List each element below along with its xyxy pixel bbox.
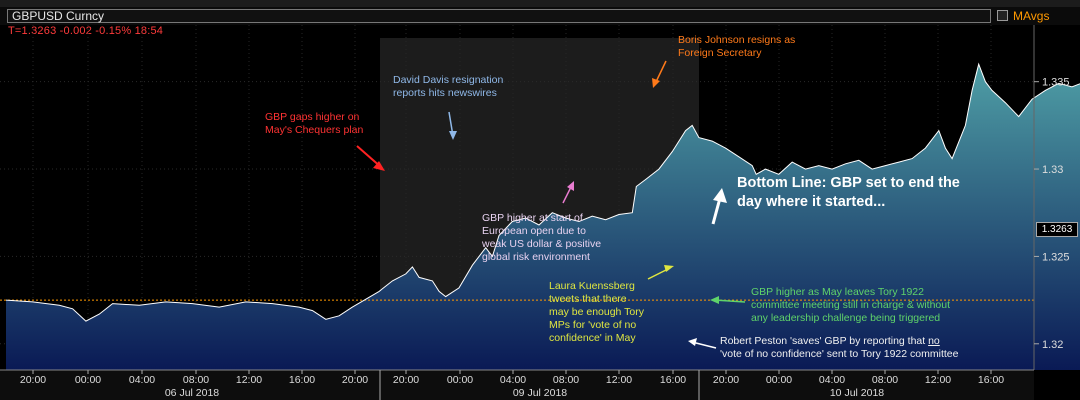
x-tick-label-2: 04:00 <box>129 374 155 386</box>
date-label-2: 10 Jul 2018 <box>830 387 884 399</box>
y-tick-label-0: 1.335 <box>1042 77 1070 89</box>
x-tick-label-11: 12:00 <box>606 374 632 386</box>
annotation-kuenssberg: Laura Kuenssberg tweets that there may b… <box>549 280 644 344</box>
x-tick-label-7: 20:00 <box>393 374 419 386</box>
last-quote: T=1.3263 -0.002 -0.15% 18:54 <box>8 25 164 37</box>
x-tick-label-4: 12:00 <box>236 374 262 386</box>
annotation-europe: GBP higher at start of European open due… <box>482 212 602 263</box>
bottom-line-arrow <box>711 197 722 225</box>
y-tick-label-3: 1.32 <box>1042 339 1063 351</box>
x-tick-label-9: 04:00 <box>500 374 526 386</box>
x-tick-label-12: 16:00 <box>660 374 686 386</box>
tory1922-arrowhead <box>710 296 719 304</box>
x-tick-label-3: 08:00 <box>183 374 209 386</box>
x-axis-band <box>0 370 1034 400</box>
chequers-arrowhead <box>373 161 385 171</box>
kuenssberg-arrowhead <box>664 265 674 272</box>
peston-arrow <box>691 341 717 349</box>
annotation-tory1922: GBP higher as May leaves Tory 1922 commi… <box>751 286 951 324</box>
x-axis: 20:00 00:00 04:00 08:00 12:00 16:00 20:00 20:00… <box>20 370 1004 400</box>
x-tick-label-17: 12:00 <box>925 374 951 386</box>
ticker-label: GBPUSD Curncy <box>12 9 105 23</box>
top-toolbar-strip <box>0 0 1080 7</box>
y-tick-label-2: 1.325 <box>1042 251 1070 263</box>
x-tick-label-13: 20:00 <box>713 374 739 386</box>
peston-arrowhead <box>688 338 697 346</box>
x-tick-label-14: 00:00 <box>766 374 792 386</box>
x-tick-label-18: 16:00 <box>978 374 1004 386</box>
y-tick-label-1: 1.33 <box>1042 164 1063 176</box>
johnson-arrowhead <box>652 78 660 88</box>
last-price-tag: 1.3263 <box>1036 222 1078 237</box>
price-line <box>5 62 1080 322</box>
x-tick-label-1: 00:00 <box>75 374 101 386</box>
y-axis: 1.335 1.33 1.325 1.32 <box>1034 77 1070 351</box>
ticker-input[interactable] <box>7 9 991 23</box>
price-area <box>6 64 1080 370</box>
annotation-johnson: Boris Johnson resigns as Foreign Secreta… <box>678 34 796 59</box>
annotation-davis: David Davis resignation reports hits new… <box>393 74 504 99</box>
annotation-arrows <box>356 60 746 349</box>
davis-arrowhead <box>449 131 457 140</box>
mavgs-label: MAvgs <box>1013 9 1050 23</box>
x-tick-label-6: 20:00 <box>342 374 368 386</box>
annotation-peston: Robert Peston 'saves' GBP by reporting t… <box>720 335 959 360</box>
x-tick-label-0: 20:00 <box>20 374 46 386</box>
date-label-1: 09 Jul 2018 <box>513 387 567 399</box>
x-tick-label-5: 16:00 <box>289 374 315 386</box>
x-tick-label-15: 04:00 <box>819 374 845 386</box>
europe-arrowhead <box>567 181 574 191</box>
x-tick-label-10: 08:00 <box>553 374 579 386</box>
annotation-bottom-line: Bottom Line: GBP set to end the day wher… <box>737 175 960 210</box>
x-tick-label-16: 08:00 <box>872 374 898 386</box>
tory1922-arrow <box>713 299 746 303</box>
bottom-line-arrowhead <box>713 188 727 203</box>
x-tick-label-8: 00:00 <box>447 374 473 386</box>
annotation-chequers: GBP gaps higher on May's Chequers plan <box>265 111 364 136</box>
mavgs-checkbox[interactable] <box>997 10 1008 21</box>
date-label-0: 06 Jul 2018 <box>165 387 219 399</box>
